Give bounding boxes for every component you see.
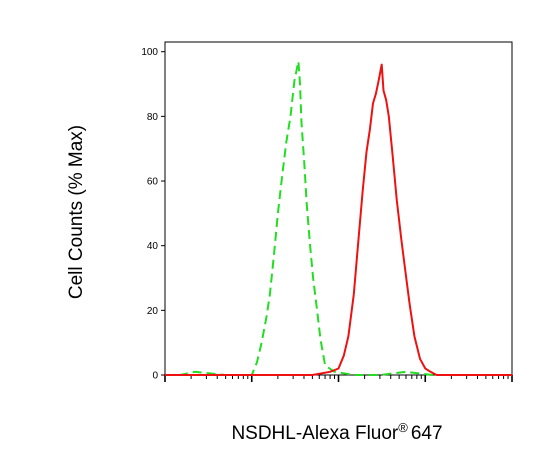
y-tick-label: 0 <box>152 371 158 382</box>
x-axis-title: NSDHL-Alexa Fluor® 647 <box>231 420 442 444</box>
y-axis-ticks: 0 20 40 60 80 100 <box>141 47 165 382</box>
y-tick-label: 80 <box>147 112 159 123</box>
series-layer <box>165 60 512 376</box>
x-axis-title-suffix: 647 <box>411 423 443 444</box>
y-axis-title: Cell Counts (% Max) <box>66 125 87 299</box>
x-axis-title-main: NSDHL-Alexa Fluor <box>231 423 398 444</box>
y-tick-label: 100 <box>141 47 158 58</box>
x-axis-title-registered-mark: ® <box>398 420 408 435</box>
y-tick-label: 60 <box>147 177 159 188</box>
y-tick-label: 40 <box>147 241 159 252</box>
sample-histogram-line <box>165 63 512 376</box>
control-histogram-line <box>165 60 512 376</box>
y-tick-label: 20 <box>147 306 159 317</box>
